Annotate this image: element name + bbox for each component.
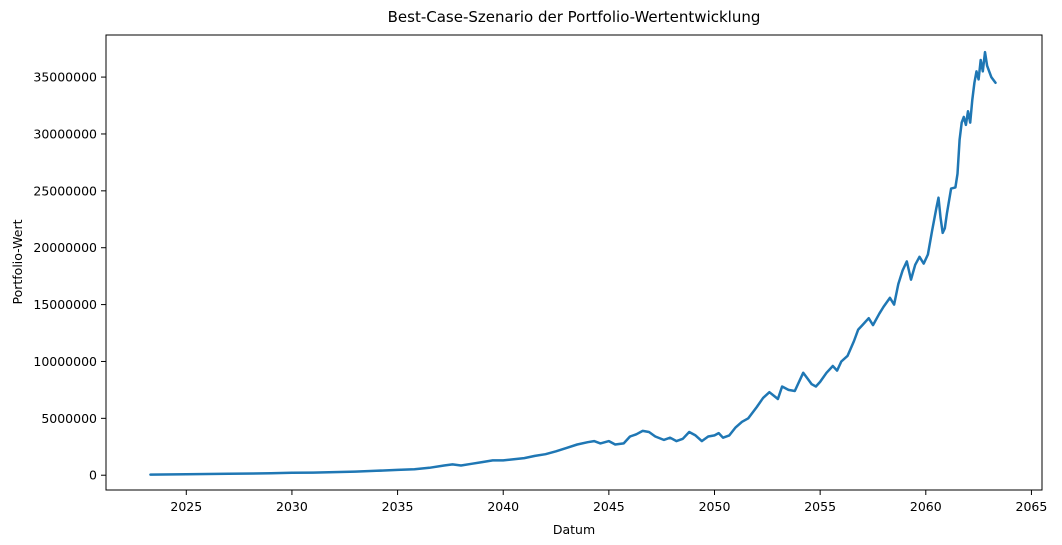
plot-frame bbox=[105, 34, 1043, 491]
y-axis-label: Portfolio-Wert bbox=[10, 219, 25, 304]
y-tick-label: 25000000 bbox=[33, 183, 97, 198]
y-axis: 0 5000000 10000000 15000000 20000000 25000000… bbox=[33, 70, 106, 483]
y-tick-label: 35000000 bbox=[33, 70, 97, 85]
x-tick-label: 2065 bbox=[1016, 499, 1048, 514]
y-tick-label: 10000000 bbox=[33, 354, 97, 369]
x-tick-label: 2045 bbox=[593, 499, 625, 514]
plot-area bbox=[106, 35, 1042, 490]
x-tick-label: 2035 bbox=[382, 499, 414, 514]
y-tick-label: 30000000 bbox=[33, 126, 97, 141]
x-tick-label: 2055 bbox=[804, 499, 836, 514]
chart-title: Best-Case-Szenario der Portfolio-Wertent… bbox=[388, 8, 761, 26]
x-axis-label: Datum bbox=[553, 522, 595, 537]
y-tick-label: 0 bbox=[89, 468, 97, 483]
x-tick-label: 2025 bbox=[170, 499, 202, 514]
x-tick-label: 2030 bbox=[276, 499, 308, 514]
x-tick-label: 2060 bbox=[910, 499, 942, 514]
y-tick-label: 20000000 bbox=[33, 240, 97, 255]
y-tick-label: 5000000 bbox=[41, 411, 97, 426]
x-axis: 2025 2030 2035 2040 2045 2050 2055 2060 2065 bbox=[170, 490, 1047, 514]
y-tick-label: 15000000 bbox=[33, 297, 97, 312]
x-tick-label: 2040 bbox=[487, 499, 519, 514]
series-line bbox=[149, 50, 997, 476]
x-tick-label: 2050 bbox=[699, 499, 731, 514]
